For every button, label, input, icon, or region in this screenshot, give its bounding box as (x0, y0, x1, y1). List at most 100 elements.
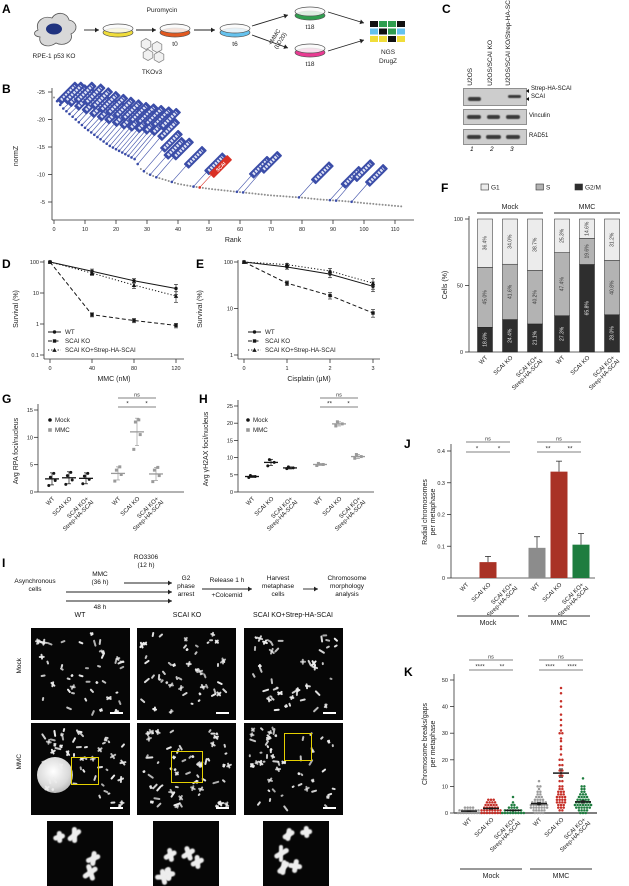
x-category-label: WT (556, 355, 567, 366)
panel-label-c: C (442, 2, 451, 16)
pointer-icon (526, 89, 529, 93)
svg-text:G2/M: G2/M (585, 185, 601, 192)
ngs-grid-cell (397, 36, 405, 42)
panel-h-foci-chart: 0 5 10 15 20 25 Avg γH2AX foci/nucleus Mock MMC n… (203, 393, 374, 533)
lane-label-1: U2OS (467, 68, 474, 86)
chromosome (155, 729, 158, 734)
chromosome (208, 639, 214, 642)
gene-callout (157, 118, 180, 141)
timeline-analysis: Chromosome morphology analysis (327, 575, 367, 599)
svg-text:WT: WT (112, 496, 123, 507)
svg-text:****: **** (545, 665, 555, 671)
svg-text:Avg RPA foci/nucleus: Avg RPA foci/nucleus (13, 417, 20, 484)
svg-text:110: 110 (391, 227, 400, 233)
chromosome (269, 694, 273, 698)
ngs-grid-cell (397, 21, 405, 27)
gene-callout (171, 137, 194, 161)
svg-text:80: 80 (299, 227, 305, 233)
chromosome (203, 757, 208, 765)
gene-callout (143, 104, 166, 128)
svg-text:****: **** (475, 665, 485, 671)
svg-text:60: 60 (237, 227, 243, 233)
svg-text:30: 30 (144, 227, 150, 233)
svg-text:Survival (%): Survival (%) (13, 290, 20, 328)
chromosome (93, 639, 97, 647)
gene-callout (183, 145, 207, 169)
svg-text:ns: ns (134, 393, 140, 399)
svg-text:**: ** (500, 665, 505, 671)
svg-text:**: ** (545, 446, 551, 453)
svg-text:per metaphase: per metaphase (430, 489, 437, 536)
svg-text:14.6%: 14.6% (585, 221, 591, 236)
chromosome (156, 760, 160, 765)
svg-text:50: 50 (206, 227, 212, 233)
svg-text:-15: -15 (37, 145, 45, 151)
svg-text:G1: G1 (491, 185, 500, 192)
svg-text:10: 10 (227, 307, 233, 313)
chromosome (145, 756, 154, 759)
svg-text:t18: t18 (305, 61, 314, 68)
ngs-grid-cell (388, 36, 396, 42)
x-category-label: SCAI KO (471, 582, 493, 604)
gene-callout (120, 99, 144, 122)
svg-text:18.6%: 18.6% (483, 332, 489, 347)
svg-text:0: 0 (460, 350, 463, 356)
chromosome (221, 779, 226, 783)
chromosome (151, 632, 154, 637)
svg-text:Mock: Mock (502, 204, 519, 211)
panel-j-radial-chart: 0 0.1 0.2 0.3 0.4 Radial chromosomes per metap… (422, 437, 595, 627)
svg-text:2: 2 (328, 366, 331, 372)
chromosome (274, 647, 280, 653)
column-header-wt: WT (74, 612, 86, 619)
svg-text:t0: t0 (172, 41, 178, 48)
lane-label-3: U2OS/SCAI KO/Strep-HA-SCAI (505, 0, 512, 86)
zoom-region-box (71, 757, 99, 785)
svg-text:WT: WT (533, 817, 544, 828)
chromosome (318, 649, 326, 655)
svg-text:24.4%: 24.4% (508, 328, 514, 343)
chromosome (46, 660, 50, 665)
gene-callout (105, 93, 129, 117)
chromosome (144, 654, 148, 660)
svg-text:-5: -5 (40, 200, 45, 206)
chromosome (259, 667, 264, 674)
chromosome (118, 665, 125, 670)
ngs-grid-cell (388, 28, 396, 35)
x-category-label: WT (531, 582, 542, 593)
dish-t0 (159, 23, 191, 38)
scale-bar (110, 712, 123, 714)
timeline-ro3306: RO3306 (12 h) (133, 554, 159, 570)
tkov3-hexagon-icon (142, 49, 154, 61)
chromosome (98, 638, 102, 645)
svg-text:MMC: MMC (253, 427, 268, 434)
x-category-label: SCAI KO (542, 582, 564, 604)
metaphase-image-mock-wt (31, 628, 130, 720)
svg-text:65.8%: 65.8% (585, 301, 591, 316)
chromosome (46, 642, 53, 646)
chromosome (53, 730, 56, 738)
svg-text:100: 100 (359, 227, 368, 233)
chromosome (333, 643, 338, 648)
gene-callout (248, 155, 272, 179)
chromosome (165, 746, 172, 751)
svg-text:1: 1 (285, 366, 288, 372)
chromosome (77, 674, 84, 678)
chromosome (143, 659, 150, 665)
svg-text:DrugZ: DrugZ (379, 58, 397, 65)
svg-text:38.7%: 38.7% (533, 237, 539, 252)
lane-number-3: 3 (510, 146, 514, 153)
ngs-grid-cell (397, 28, 405, 35)
gene-callout (97, 90, 121, 114)
panel-label-f: F (441, 181, 449, 195)
chromosome (290, 785, 295, 789)
svg-text:**: ** (567, 446, 573, 453)
chromosome (194, 644, 199, 649)
nucleus-blob (37, 757, 73, 793)
metaphase-image-mmc-scai-ko (137, 723, 236, 815)
chromosome (280, 794, 284, 798)
chromosome (314, 690, 321, 697)
chromosome (62, 727, 66, 732)
gene-callout (150, 106, 174, 130)
